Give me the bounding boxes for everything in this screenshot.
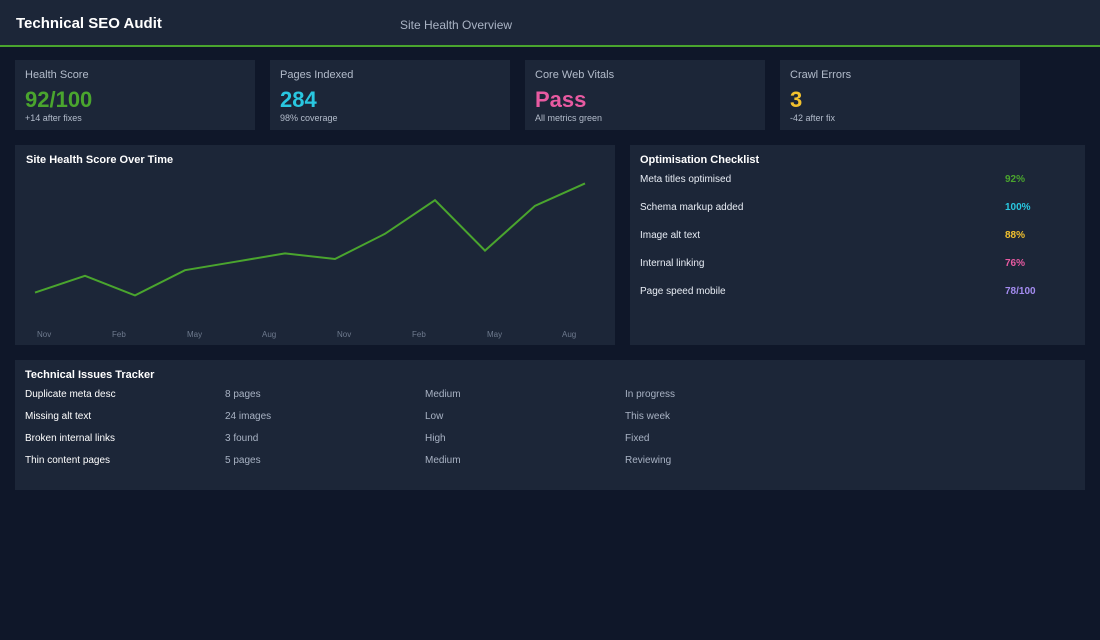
checklist-item: Page speed mobile 78/100 [640,286,1080,300]
table-row: Missing alt text 24 images Low This week [25,411,1075,425]
issue-name: Duplicate meta desc [25,389,116,400]
kpi-subtext: 98% coverage [280,113,338,123]
kpi-card-core-web-vitals: Core Web Vitals Pass All metrics green [525,60,765,130]
table-row: Thin content pages 5 pages Medium Review… [25,455,1075,469]
kpi-label: Crawl Errors [790,69,852,81]
issue-severity: High [425,433,446,444]
issue-name: Missing alt text [25,411,92,422]
optimisation-checklist-panel: Optimisation Checklist Meta titles optim… [630,145,1085,345]
checklist-title: Optimisation Checklist [640,154,760,166]
checklist-item-value: 76% [1005,258,1026,269]
checklist-item-value: 92% [1005,174,1026,185]
issue-count: 3 found [225,433,259,444]
checklist-item: Schema markup added 100% [640,202,1080,216]
issue-severity: Medium [425,455,461,466]
table-row: Broken internal links 3 found High Fixed [25,433,1075,447]
kpi-label: Health Score [25,69,89,81]
checklist-item: Internal linking 76% [640,258,1080,272]
kpi-value: Pass [535,87,587,112]
x-tick-label: Nov [337,330,351,339]
issue-status: In progress [625,389,676,400]
checklist-item: Image alt text 88% [640,230,1080,244]
app-title: Technical SEO Audit [16,15,162,32]
checklist-item-label: Schema markup added [640,202,744,213]
top-bar: Technical SEO Audit Site Health Overview [0,0,1100,47]
x-tick-label: Nov [37,330,51,339]
issues-tracker-panel: Technical Issues Tracker Duplicate meta … [15,360,1085,490]
kpi-label: Pages Indexed [280,69,354,81]
series-line [34,182,586,297]
issue-name: Thin content pages [25,455,111,466]
issue-severity: Medium [425,389,461,400]
checklist-item-label: Meta titles optimised [640,174,732,185]
kpi-card-crawl-errors: Crawl Errors 3 -42 after fix [780,60,1020,130]
x-tick-label: May [187,330,202,339]
x-tick-label: May [487,330,502,339]
kpi-subtext: All metrics green [535,113,603,123]
kpi-label: Core Web Vitals [535,69,615,81]
issue-status: This week [625,411,671,422]
issue-status: Fixed [625,433,650,444]
checklist-item-label: Image alt text [640,230,701,241]
issue-status: Reviewing [625,455,672,466]
x-tick-label: Feb [412,330,426,339]
issue-severity: Low [425,411,444,422]
chart-title: Site Health Score Over Time [26,154,174,166]
kpi-card-health-score: Health Score 92/100 +14 after fixes [15,60,255,130]
checklist-item: Meta titles optimised 92% [640,174,1080,188]
table-row: Duplicate meta desc 8 pages Medium In pr… [25,389,1075,403]
kpi-value: 284 [280,87,317,112]
issue-name: Broken internal links [25,433,116,444]
checklist-item-value: 78/100 [1005,286,1036,297]
kpi-value: 3 [790,87,803,112]
x-tick-label: Feb [112,330,126,339]
checklist-item-label: Internal linking [640,258,705,269]
x-tick-label: Aug [562,330,576,339]
issues-title: Technical Issues Tracker [25,369,155,381]
kpi-card-pages-indexed: Pages Indexed 284 98% coverage [270,60,510,130]
issue-count: 5 pages [225,455,261,466]
health-score-chart: Nov Feb May Aug Nov Feb May Aug [34,182,586,339]
kpi-value: 92/100 [25,87,93,112]
kpi-subtext: +14 after fixes [25,113,82,123]
page-subtitle: Site Health Overview [400,18,513,32]
x-tick-label: Aug [262,330,276,339]
checklist-item-value: 100% [1005,202,1031,213]
checklist-item-label: Page speed mobile [640,286,726,297]
issue-count: 24 images [225,411,272,422]
issue-count: 8 pages [225,389,261,400]
health-chart-panel: Site Health Score Over Time Nov Feb May Aug… [15,145,615,345]
kpi-subtext: -42 after fix [790,113,836,123]
checklist-item-value: 88% [1005,230,1026,241]
